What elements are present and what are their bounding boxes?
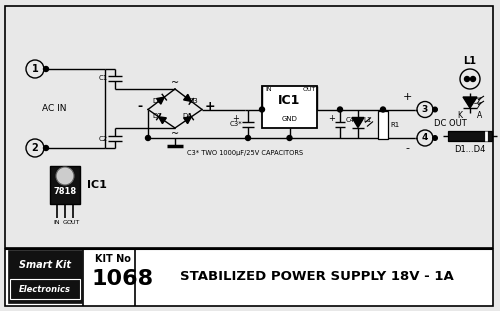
Text: GND: GND	[282, 116, 298, 122]
Text: 1: 1	[32, 64, 38, 74]
Text: D3: D3	[188, 98, 198, 104]
Text: C4: C4	[346, 118, 354, 123]
Text: D1: D1	[152, 98, 162, 104]
Polygon shape	[352, 118, 364, 128]
Text: -: -	[138, 100, 142, 113]
Bar	[378, 111, 388, 139]
Text: C1: C1	[98, 75, 108, 81]
Text: R1: R1	[390, 122, 400, 128]
Text: D4: D4	[182, 113, 192, 119]
Text: 1068: 1068	[92, 269, 154, 289]
Circle shape	[432, 107, 438, 112]
Text: OUT: OUT	[66, 220, 80, 225]
Text: 2: 2	[32, 143, 38, 153]
Text: AC IN: AC IN	[42, 104, 66, 113]
Text: DC OUT: DC OUT	[434, 119, 466, 128]
Text: KIT No: KIT No	[95, 254, 131, 264]
Text: 3: 3	[422, 105, 428, 114]
Text: OUT: OUT	[302, 87, 316, 92]
Bar	[5, 249, 493, 306]
Polygon shape	[463, 97, 477, 108]
Text: D2: D2	[152, 113, 162, 119]
Circle shape	[470, 77, 476, 81]
Text: +: +	[232, 114, 239, 123]
Text: L1: L1	[464, 56, 476, 66]
Text: 4: 4	[422, 133, 428, 142]
Text: K: K	[458, 112, 462, 120]
Text: 7818: 7818	[54, 188, 76, 197]
Circle shape	[338, 107, 342, 112]
Text: ~: ~	[171, 78, 179, 88]
Text: IC1: IC1	[278, 94, 300, 107]
Text: D1...D4: D1...D4	[454, 146, 486, 155]
Bar	[10, 279, 80, 299]
Circle shape	[464, 77, 469, 81]
Circle shape	[432, 136, 438, 140]
Circle shape	[246, 136, 250, 141]
Circle shape	[380, 107, 386, 112]
Text: +: +	[204, 100, 216, 113]
Circle shape	[56, 167, 74, 185]
Polygon shape	[184, 117, 192, 123]
Bar	[262, 86, 317, 128]
Text: +: +	[328, 114, 336, 123]
Text: Smart Kit: Smart Kit	[19, 260, 71, 270]
Text: IN: IN	[266, 87, 272, 92]
Text: IN: IN	[54, 220, 60, 225]
Bar	[5, 6, 493, 248]
Text: C3*: C3*	[230, 120, 242, 127]
Text: C3* TWO 1000μF/25V CAPACITORS: C3* TWO 1000μF/25V CAPACITORS	[187, 150, 303, 156]
Circle shape	[44, 146, 49, 151]
Text: L1: L1	[364, 118, 372, 123]
Text: STABILIZED POWER SUPPLY 18V - 1A: STABILIZED POWER SUPPLY 18V - 1A	[180, 271, 454, 284]
Polygon shape	[158, 117, 166, 123]
Bar	[448, 131, 492, 141]
Text: ~: ~	[171, 129, 179, 139]
Polygon shape	[156, 97, 164, 104]
Text: IC1: IC1	[87, 180, 107, 190]
Text: C2: C2	[98, 136, 108, 142]
Text: +: +	[402, 92, 411, 103]
Circle shape	[146, 136, 150, 141]
Circle shape	[260, 107, 264, 112]
Text: A: A	[478, 112, 482, 120]
Text: G: G	[62, 220, 68, 225]
Bar	[8, 250, 82, 303]
Polygon shape	[184, 94, 192, 101]
Bar	[50, 166, 80, 204]
Text: -: -	[405, 143, 409, 153]
Circle shape	[287, 136, 292, 141]
Circle shape	[44, 67, 49, 72]
Text: Electronics: Electronics	[19, 285, 71, 294]
